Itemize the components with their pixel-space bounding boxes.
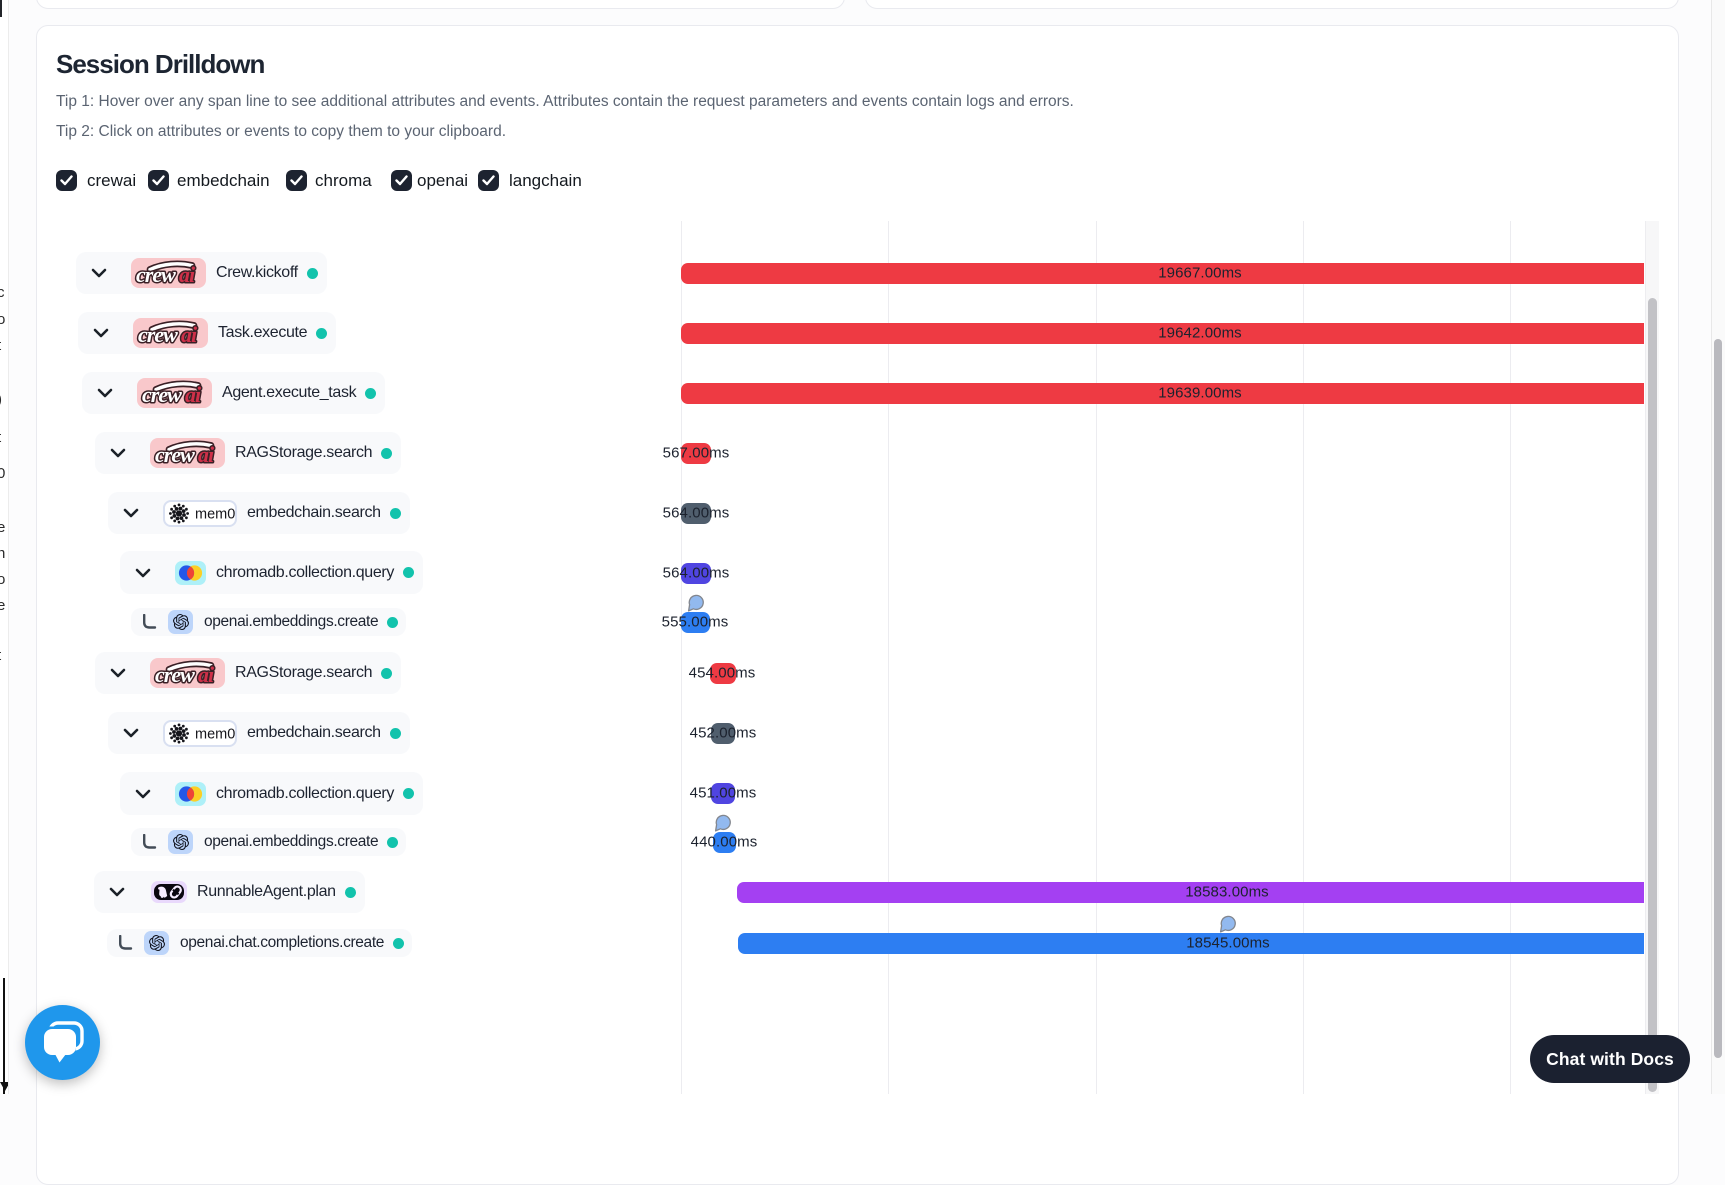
svg-text:crew: crew [155,662,195,687]
svg-text:ai: ai [185,382,202,407]
svg-text:mem0: mem0 [195,726,235,742]
svg-text:crew: crew [136,262,176,287]
svg-text:ai: ai [198,662,215,687]
svg-text:ai: ai [179,262,196,287]
svg-text:mem0: mem0 [195,506,235,522]
svg-text:ai: ai [181,322,198,347]
svg-text:ai: ai [198,442,215,467]
svg-text:crew: crew [142,382,182,407]
svg-text:crew: crew [138,322,178,347]
svg-text:crew: crew [155,442,195,467]
